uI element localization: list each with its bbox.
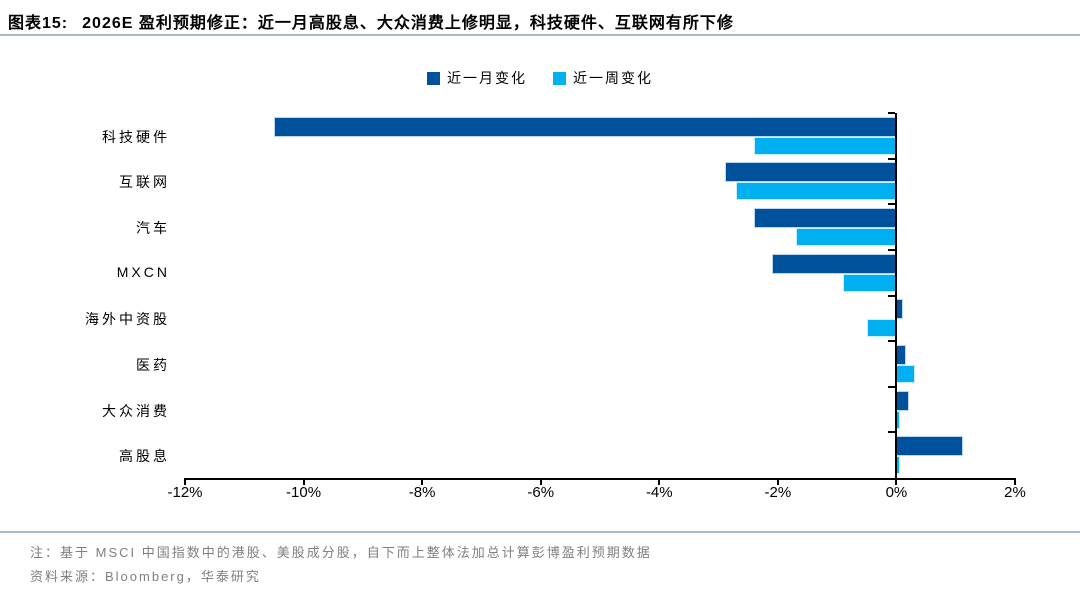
x-axis-tick [658, 478, 661, 485]
x-axis-tick [302, 478, 305, 485]
figure-title: 2026E 盈利预期修正：近一月高股息、大众消费上修明显，科技硬件、互联网有所下… [82, 15, 734, 32]
x-tick-label: -2% [764, 484, 792, 501]
category-axis-tick [888, 248, 896, 251]
plot-area [184, 112, 1016, 485]
x-axis-tick [184, 478, 186, 485]
x-tick-label: -10% [286, 484, 322, 501]
category-axis-tick [888, 112, 896, 114]
bar-segment [896, 364, 916, 383]
bar-segment [273, 116, 898, 137]
legend-item: 近一周变化 [553, 68, 653, 88]
bar-segment [896, 344, 907, 365]
note-text: 注：基于 MSCI 中国指数中的港股、美股成分股，自下而上整体法加总计算彭博盈利… [30, 545, 652, 560]
legend-item: 近一月变化 [427, 68, 527, 88]
bar-segment [896, 436, 963, 457]
category-label: 高股息 [119, 448, 170, 465]
bar-segment [795, 228, 898, 247]
category-axis-tick [888, 340, 896, 343]
category-label: 互联网 [119, 174, 170, 191]
x-tick-label: -6% [527, 484, 555, 501]
legend-label: 近一月变化 [447, 70, 527, 86]
category-axis-tick [888, 385, 896, 388]
legend-swatch-icon [427, 71, 440, 85]
x-axis-tick [1014, 478, 1016, 485]
bar-segment [754, 208, 898, 229]
bar-segment [843, 273, 898, 292]
category-label: MXCN [116, 263, 170, 280]
legend-label: 近一周变化 [573, 70, 653, 86]
x-axis-tick [895, 478, 898, 485]
footnotes: 注：基于 MSCI 中国指数中的港股、美股成分股，自下而上整体法加总计算彭博盈利… [0, 531, 1080, 592]
zero-axis-line [895, 113, 898, 478]
category-axis-tick [888, 431, 896, 434]
category-label: 汽车 [136, 220, 170, 237]
bar-segment [724, 162, 898, 183]
x-tick-label: -12% [167, 484, 203, 501]
figure-label: 图表15: [8, 15, 69, 32]
category-axis-tick [888, 294, 896, 297]
bar-segment [736, 182, 898, 201]
bar-segment [754, 136, 898, 155]
category-axis-tick [888, 157, 896, 160]
category-label: 大众消费 [102, 402, 170, 419]
bar-segment [866, 319, 898, 338]
bar-segment [771, 253, 898, 274]
bar-segment [896, 390, 910, 411]
category-label: 医药 [136, 356, 170, 373]
category-label: 海外中资股 [85, 311, 170, 328]
x-tick-label: 0% [885, 484, 908, 501]
category-axis-tick [888, 203, 896, 206]
category-label: 科技硬件 [102, 128, 170, 145]
x-axis-tick [539, 478, 542, 485]
figure-header: 图表15: 2026E 盈利预期修正：近一月高股息、大众消费上修明显，科技硬件、互… [0, 0, 1080, 36]
x-tick-label: -4% [645, 484, 673, 501]
chart-legend: 近一月变化 近一周变化 [0, 68, 1080, 88]
legend-swatch-icon [553, 71, 566, 85]
x-tick-label: -8% [408, 484, 436, 501]
x-axis-tick [776, 478, 779, 485]
source-text: 资料来源：Bloomberg，华泰研究 [30, 569, 261, 584]
x-axis-tick [421, 478, 424, 485]
category-axis-labels: 科技硬件互联网汽车 MXCN 海外中资股医药大众消费高股息 [0, 113, 170, 478]
x-tick-label: 2% [1004, 484, 1026, 501]
value-axis-labels: -12% -10% -8% -6% -4% -2% 0% 2% [167, 484, 1025, 510]
bar-segment [896, 299, 904, 320]
